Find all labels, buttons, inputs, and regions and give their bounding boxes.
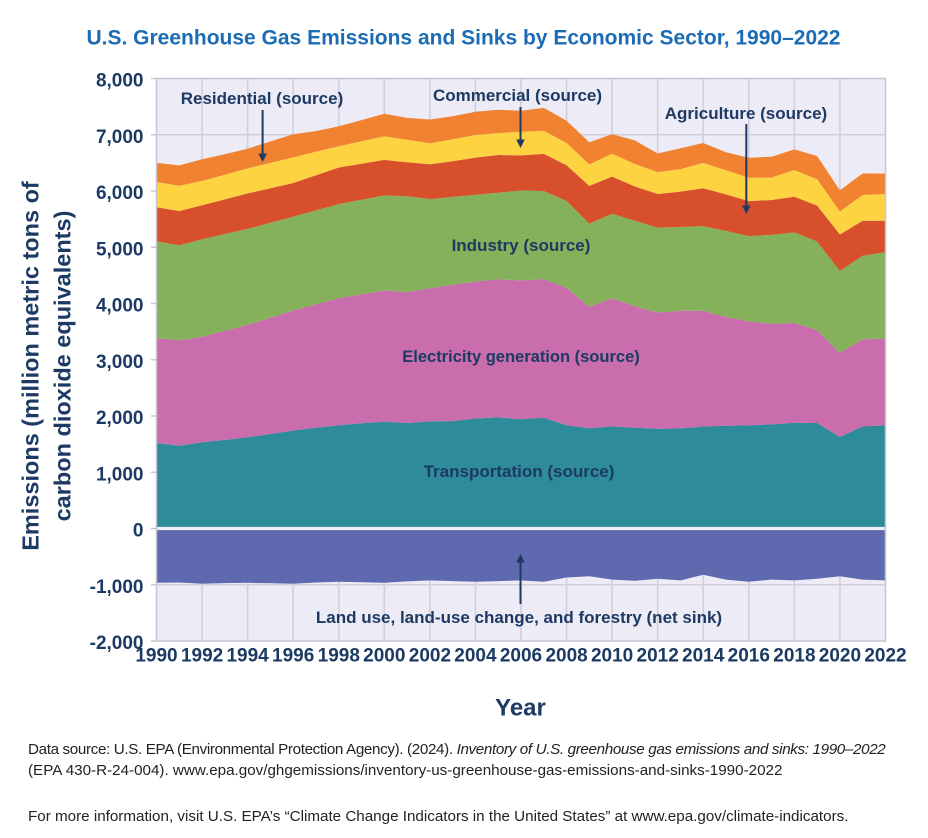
svg-text:2016: 2016 bbox=[728, 645, 770, 666]
svg-text:3,000: 3,000 bbox=[96, 352, 144, 373]
svg-text:1,000: 1,000 bbox=[96, 464, 144, 485]
svg-text:4,000: 4,000 bbox=[96, 296, 144, 317]
svg-text:2020: 2020 bbox=[819, 645, 861, 666]
svg-text:Industry (source): Industry (source) bbox=[452, 236, 591, 255]
svg-text:2022: 2022 bbox=[864, 645, 906, 666]
svg-text:1990: 1990 bbox=[135, 645, 177, 666]
svg-text:Transportation (source): Transportation (source) bbox=[424, 462, 615, 481]
svg-text:Electricity generation (source: Electricity generation (source) bbox=[402, 348, 640, 366]
svg-text:2010: 2010 bbox=[591, 645, 633, 666]
svg-text:Commercial (source): Commercial (source) bbox=[433, 86, 602, 105]
svg-text:1996: 1996 bbox=[272, 645, 314, 666]
svg-text:6,000: 6,000 bbox=[96, 183, 144, 204]
svg-text:2018: 2018 bbox=[773, 645, 815, 666]
svg-text:7,000: 7,000 bbox=[96, 127, 144, 148]
svg-text:2012: 2012 bbox=[637, 645, 679, 666]
svg-text:-1,000: -1,000 bbox=[90, 577, 144, 598]
svg-text:2008: 2008 bbox=[545, 645, 587, 666]
svg-text:-2,000: -2,000 bbox=[90, 633, 144, 654]
svg-text:Emissions (million metric tons: Emissions (million metric tons of bbox=[18, 181, 44, 551]
svg-text:5,000: 5,000 bbox=[96, 239, 144, 260]
svg-text:1998: 1998 bbox=[318, 645, 360, 666]
svg-text:8,000: 8,000 bbox=[96, 71, 144, 92]
svg-text:Residential (source): Residential (source) bbox=[181, 89, 344, 108]
svg-text:1992: 1992 bbox=[181, 645, 223, 666]
svg-text:2014: 2014 bbox=[682, 645, 725, 666]
svg-text:2000: 2000 bbox=[363, 645, 405, 666]
svg-text:Agriculture (source): Agriculture (source) bbox=[665, 104, 827, 123]
svg-text:carbon dioxide equivalents): carbon dioxide equivalents) bbox=[50, 211, 76, 522]
svg-text:2004: 2004 bbox=[454, 645, 497, 666]
svg-text:U.S. Greenhouse Gas Emissions: U.S. Greenhouse Gas Emissions and Sinks … bbox=[87, 27, 841, 50]
svg-text:2006: 2006 bbox=[500, 645, 542, 666]
svg-text:2,000: 2,000 bbox=[96, 408, 144, 429]
svg-text:1994: 1994 bbox=[226, 645, 269, 666]
svg-text:2002: 2002 bbox=[409, 645, 451, 666]
svg-text:0: 0 bbox=[133, 521, 144, 542]
svg-text:Year: Year bbox=[495, 695, 546, 722]
svg-text:Land use, land-use change, and: Land use, land-use change, and forestry … bbox=[316, 608, 722, 627]
